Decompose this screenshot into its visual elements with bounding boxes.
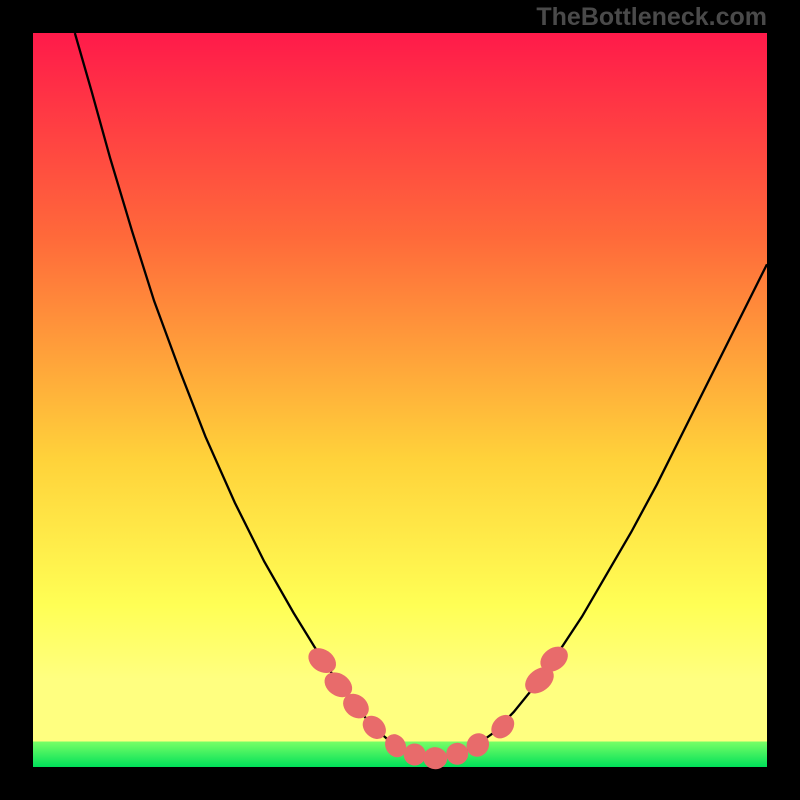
data-markers <box>304 641 573 770</box>
chart-overlay <box>0 0 800 800</box>
watermark-text: TheBottleneck.com <box>536 3 767 32</box>
chart-container: TheBottleneck.com <box>0 0 800 800</box>
data-marker <box>487 710 519 743</box>
data-marker <box>422 746 448 770</box>
bottleneck-curve <box>75 33 767 758</box>
